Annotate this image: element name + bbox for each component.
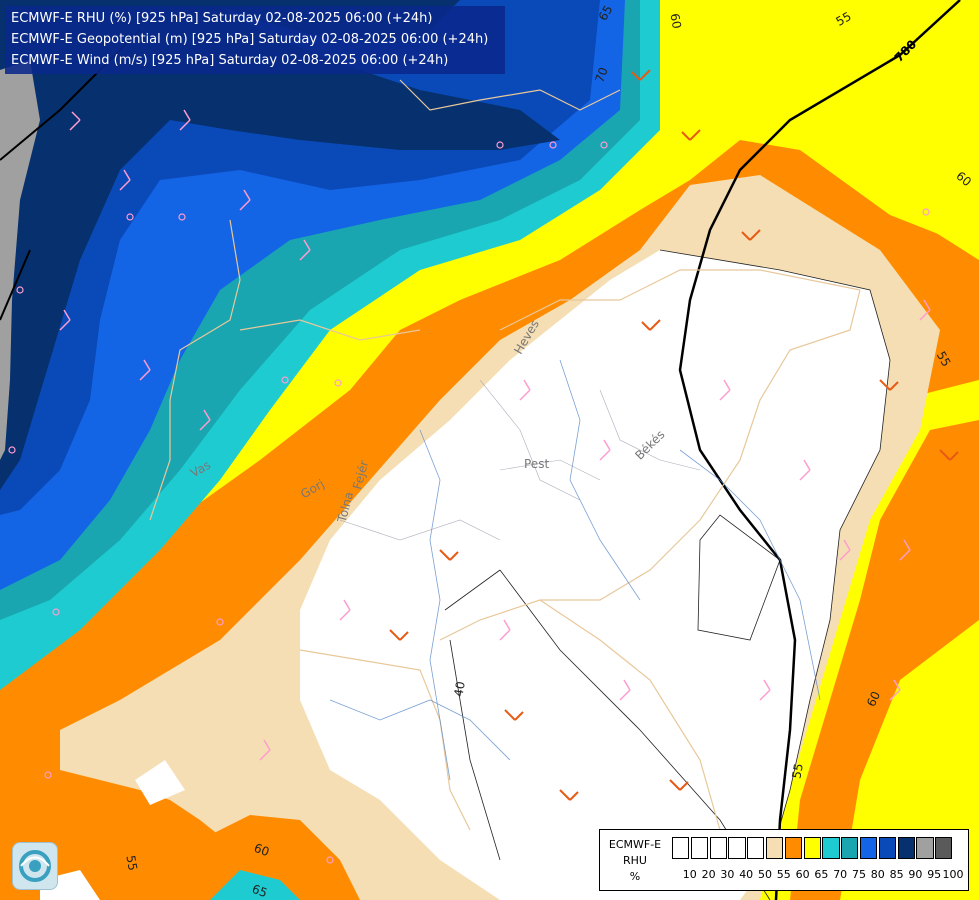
color-legend: ECMWF-E RHU % 10 20 30 40 50 55 60 65 70 75 80 85 90… (599, 829, 969, 891)
legend-tick-label: 85 (889, 868, 904, 881)
legend-swatch (878, 837, 897, 859)
legend-tick-label: 65 (814, 868, 829, 881)
legend-swatch (690, 837, 709, 859)
legend-swatch (709, 837, 727, 859)
legend-swatch (916, 837, 934, 859)
contour-label-55: 55 (789, 762, 806, 780)
legend-tick-label: 80 (870, 868, 885, 881)
legend-tick-label: 100 (942, 868, 964, 881)
region-label-pest: Pest (524, 457, 550, 471)
legend-swatch (935, 837, 953, 859)
legend-tick-label: 20 (701, 868, 716, 881)
legend-title-variable: RHU (623, 854, 647, 867)
legend-swatch (803, 837, 821, 859)
legend-tick-label: 60 (795, 868, 810, 881)
legend-unit: % (629, 870, 641, 883)
legend-swatch (765, 837, 784, 859)
ecmwf-logo-icon (12, 842, 58, 890)
legend-swatch (897, 837, 915, 859)
legend-tick-label: 40 (739, 868, 754, 881)
map-title-box: ECMWF-E RHU (%) [925 hPa] Saturday 02-08… (5, 6, 505, 74)
legend-tick-label: 70 (833, 868, 848, 881)
contour-label-60: 60 (667, 12, 684, 30)
legend-tick-label: 75 (852, 868, 866, 881)
legend-tick-label: 90 (908, 868, 923, 881)
legend-swatch (672, 837, 690, 859)
title-geopotential: ECMWF-E Geopotential (m) [925 hPa] Satur… (11, 32, 489, 47)
legend-tick-label: 55 (776, 868, 791, 881)
legend-tick-label: 30 (720, 868, 735, 881)
title-rhu: ECMWF-E RHU (%) [925 hPa] Saturday 02-08… (11, 11, 433, 26)
legend-swatch (784, 837, 803, 859)
legend-tick-label: 95 (927, 868, 942, 881)
title-wind: ECMWF-E Wind (m/s) [925 hPa] Saturday 02… (11, 53, 449, 68)
legend-tick-label: 50 (758, 868, 772, 881)
legend-swatch (728, 837, 746, 859)
contour-label-40: 40 (451, 680, 468, 698)
legend-swatch (841, 837, 859, 859)
contour-label-55: 55 (123, 854, 140, 872)
legend-tick-label: 10 (682, 868, 697, 881)
legend-title-model: ECMWF-E (608, 838, 662, 851)
legend-swatch (747, 837, 765, 859)
legend-swatch (822, 837, 840, 859)
legend-swatch (859, 837, 878, 859)
legend-swatches (672, 837, 954, 859)
